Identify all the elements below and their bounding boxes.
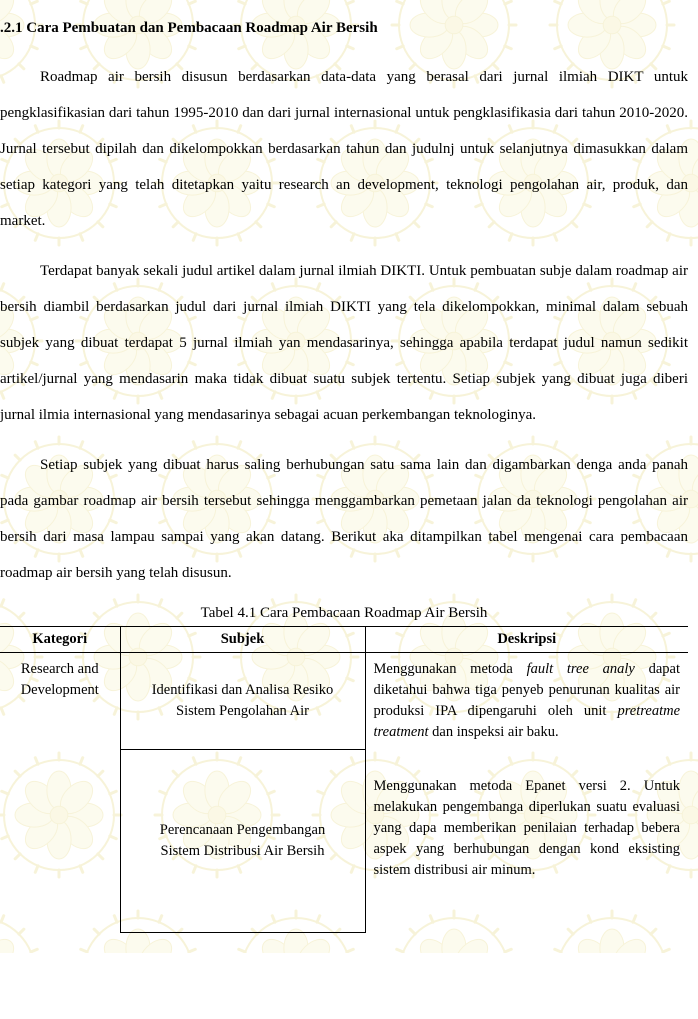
- cell-subjek-1: Identifikasi dan Analisa Resiko Sistem P…: [120, 653, 365, 750]
- table-header-row: Kategori Subjek Deskripsi: [0, 627, 688, 653]
- paragraph-2: Terdapat banyak sekali judul artikel dal…: [0, 253, 688, 433]
- desc-1-a: Menggunakan metoda: [374, 661, 527, 677]
- cell-subjek-2: Perencanaan Pengembangan Sistem Distribu…: [120, 749, 365, 932]
- table-row: Research and Development Identifikasi da…: [0, 653, 688, 750]
- roadmap-table: Kategori Subjek Deskripsi Research and D…: [0, 626, 688, 933]
- subjek-1-line-1: Identifikasi dan Analisa Resiko: [152, 682, 334, 698]
- desc-1-c: dan inspeksi air baku.: [429, 724, 559, 740]
- th-deskripsi: Deskripsi: [365, 627, 688, 653]
- section-heading: .2.1 Cara Pembuatan dan Pembacaan Roadma…: [0, 20, 688, 37]
- desc-1-it1: fault tree analy: [527, 661, 635, 677]
- kategori-line-1: Research and: [21, 661, 99, 677]
- cell-desc-2: Menggunakan metoda Epanet versi 2. Untuk…: [365, 749, 688, 932]
- paragraph-1: Roadmap air bersih disusun berdasarkan d…: [0, 59, 688, 239]
- subjek-1-line-2: Sistem Pengolahan Air: [176, 703, 309, 719]
- th-kategori: Kategori: [0, 627, 120, 653]
- subjek-2-line-1: Perencanaan Pengembangan: [160, 822, 325, 838]
- table-caption: Tabel 4.1 Cara Pembacaan Roadmap Air Ber…: [0, 605, 688, 622]
- cell-desc-1: Menggunakan metoda fault tree analy dapa…: [365, 653, 688, 750]
- subjek-2-line-2: Sistem Distribusi Air Bersih: [161, 843, 325, 859]
- page-content: .2.1 Cara Pembuatan dan Pembacaan Roadma…: [0, 0, 698, 953]
- kategori-line-2: Development: [21, 682, 99, 698]
- desc-2: Menggunakan metoda Epanet versi 2. Untuk…: [374, 778, 681, 878]
- cell-kategori: Research and Development: [0, 653, 120, 933]
- th-subjek: Subjek: [120, 627, 365, 653]
- paragraph-3: Setiap subjek yang dibuat harus saling b…: [0, 447, 688, 591]
